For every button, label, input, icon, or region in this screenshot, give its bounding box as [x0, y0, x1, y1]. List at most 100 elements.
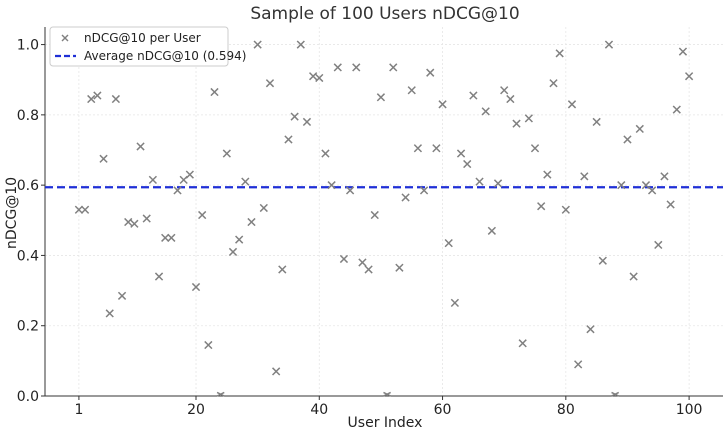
data-point	[111, 94, 121, 104]
data-point	[136, 142, 145, 151]
data-point	[339, 254, 349, 264]
data-point	[241, 177, 250, 186]
data-point	[333, 63, 342, 72]
data-point	[228, 247, 238, 257]
data-point	[666, 200, 675, 209]
points-layer	[74, 40, 694, 397]
data-point	[130, 219, 139, 228]
data-point	[370, 210, 379, 220]
y-tick-label: 0.4	[17, 248, 39, 264]
data-point	[684, 72, 694, 81]
data-point	[635, 124, 644, 134]
data-point	[586, 325, 595, 334]
data-point	[493, 179, 503, 188]
data-point	[290, 112, 299, 121]
data-point	[617, 181, 626, 190]
data-point	[598, 256, 607, 265]
legend: nDCG@10 per User Average nDCG@10 (0.594)	[49, 26, 246, 67]
x-tick-label: 20	[187, 402, 205, 418]
data-point	[265, 79, 275, 88]
tick-labels: 1 20 40 60 80 100 0.0 0.2 0.4 0.6 0.8 1.0	[17, 38, 703, 418]
data-point	[432, 144, 441, 153]
data-point	[259, 203, 268, 213]
data-point	[284, 135, 293, 144]
data-point	[475, 177, 484, 186]
y-tick-label: 0.8	[17, 108, 39, 124]
data-point	[124, 217, 133, 227]
grid	[45, 27, 723, 397]
data-point	[426, 68, 435, 77]
data-point	[481, 107, 490, 116]
data-point	[161, 233, 170, 242]
y-axis-title: nDCG@10	[4, 177, 20, 249]
data-point	[315, 73, 324, 83]
data-point	[99, 154, 108, 163]
data-point	[518, 339, 527, 348]
data-point	[345, 186, 355, 195]
data-point	[401, 193, 410, 202]
data-point	[383, 391, 392, 397]
data-point	[537, 202, 546, 211]
data-point	[463, 159, 472, 169]
data-point	[444, 238, 453, 248]
data-point	[87, 94, 96, 104]
y-tick-label: 0.2	[17, 319, 39, 335]
data-point	[629, 272, 638, 281]
x-tick-label: 100	[676, 402, 703, 418]
data-point	[678, 47, 688, 56]
data-point	[117, 291, 127, 300]
data-point	[80, 205, 90, 214]
x-tick-label: 80	[557, 402, 575, 418]
data-point	[395, 263, 404, 272]
data-point	[105, 309, 114, 318]
data-point	[469, 91, 478, 100]
data-point	[592, 117, 601, 127]
data-point	[543, 170, 552, 179]
data-point	[450, 298, 460, 308]
data-point	[358, 258, 367, 267]
data-point	[376, 93, 386, 102]
data-point	[487, 226, 496, 235]
data-point	[216, 391, 225, 397]
data-point	[407, 86, 416, 95]
data-point	[278, 265, 287, 274]
data-point	[352, 63, 361, 72]
x-tick-label: 40	[310, 402, 328, 418]
legend-label-average: Average nDCG@10 (0.594)	[84, 49, 246, 63]
data-point	[185, 170, 194, 179]
x-tick-label: 1	[74, 402, 83, 418]
data-point	[419, 186, 429, 195]
data-point	[74, 205, 84, 214]
data-point	[253, 40, 262, 49]
data-point	[148, 175, 157, 185]
legend-label-per-user: nDCG@10 per User	[84, 31, 201, 45]
data-point	[167, 233, 176, 242]
data-point	[567, 100, 577, 109]
data-point	[456, 149, 466, 158]
data-point	[506, 94, 515, 104]
data-point	[296, 40, 305, 49]
data-point	[198, 210, 207, 220]
data-point	[93, 91, 102, 100]
chart-title: Sample of 100 Users nDCG@10	[250, 4, 519, 24]
legend-marker-x-icon	[61, 34, 69, 42]
data-point	[500, 86, 509, 95]
data-point	[438, 100, 447, 109]
data-point	[660, 172, 669, 181]
data-point	[302, 117, 312, 127]
data-point	[611, 391, 620, 397]
data-point	[561, 205, 570, 214]
data-point	[321, 149, 330, 158]
data-point	[222, 149, 231, 158]
data-point	[154, 272, 164, 281]
y-tick-label: 1.0	[17, 38, 39, 54]
data-point	[413, 144, 423, 153]
data-point	[524, 114, 533, 123]
data-point	[530, 144, 540, 153]
data-point	[364, 265, 373, 274]
data-point	[604, 40, 614, 49]
data-point	[308, 72, 318, 81]
y-tick-label: 0.0	[17, 389, 39, 405]
